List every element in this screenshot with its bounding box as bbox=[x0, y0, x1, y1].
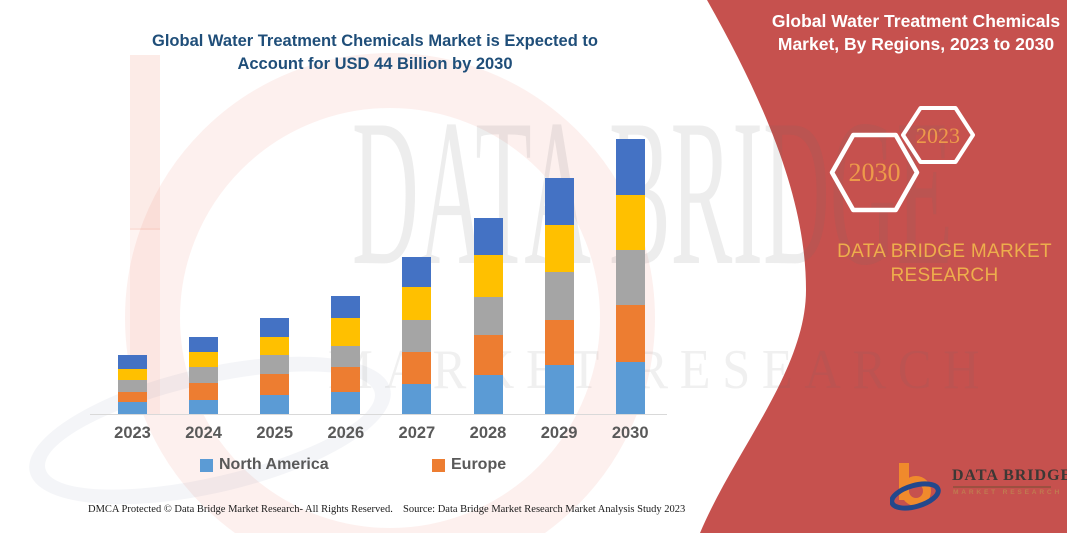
bar-segment-2029-north-america bbox=[544, 364, 574, 414]
bar-segment-2024-north-america bbox=[189, 400, 219, 414]
bar-segment-2023-north-america bbox=[118, 402, 147, 414]
legend-swatch-europe bbox=[432, 458, 445, 472]
bar-segment-2026-unlabeled-region-gray- bbox=[331, 345, 361, 367]
x-axis-label-2023: 2023 bbox=[114, 424, 151, 442]
bar-segment-2028-unlabeled-region-yellow- bbox=[473, 255, 503, 297]
hexagon-2030-outline bbox=[829, 132, 920, 213]
bar-segment-2024-unlabeled-region-dark-blue- bbox=[189, 337, 219, 353]
bar-segment-2024-unlabeled-region-yellow- bbox=[189, 352, 219, 368]
bar-segment-2025-unlabeled-region-gray- bbox=[260, 355, 290, 374]
bar-segment-2027-north-america bbox=[402, 384, 432, 414]
year-hexagons: 2030 2023 bbox=[829, 106, 975, 213]
bar-segment-2025-unlabeled-region-dark-blue- bbox=[260, 317, 290, 337]
legend-swatch-north-america bbox=[200, 458, 213, 472]
bar-segment-2028-unlabeled-region-dark-blue- bbox=[473, 217, 503, 256]
brand-wordmark-line1: DATA BRIDGE MARKET bbox=[837, 241, 1052, 262]
x-axis-label-2027: 2027 bbox=[398, 424, 436, 442]
chart-title-line1: Global Water Treatment Chemicals Market … bbox=[152, 32, 598, 50]
x-axis-label-2030: 2030 bbox=[611, 424, 649, 442]
chart-title: Global Water Treatment Chemicals Market … bbox=[85, 30, 665, 77]
bar-segment-2024-unlabeled-region-gray- bbox=[189, 367, 219, 383]
bar-segment-2025-north-america bbox=[260, 394, 290, 414]
footer-dmca-text: DMCA Protected © Data Bridge Market Rese… bbox=[88, 504, 393, 515]
data-bridge-logo: DATA BRIDGE MARKET RESEARCH bbox=[889, 455, 1067, 515]
logo-divider bbox=[953, 486, 1051, 488]
x-axis-label-2029: 2029 bbox=[540, 424, 578, 442]
bar-segment-2026-unlabeled-region-dark-blue- bbox=[331, 295, 361, 319]
bar-segment-2023-europe bbox=[118, 391, 147, 403]
data-bridge-logo-mark-icon bbox=[889, 463, 941, 511]
bar-segment-2023-unlabeled-region-yellow- bbox=[118, 369, 147, 381]
x-axis-line bbox=[90, 414, 667, 415]
bar-segment-2029-unlabeled-region-yellow- bbox=[544, 225, 574, 272]
bar-segment-2030-unlabeled-region-yellow- bbox=[615, 195, 645, 250]
legend-label-north-america: North America bbox=[219, 456, 329, 473]
hexagon-2023-outline bbox=[901, 106, 975, 164]
chart-title-line2: Account for USD 44 Billion by 2030 bbox=[237, 55, 513, 74]
logo-name: DATA BRIDGE bbox=[952, 467, 1067, 484]
bar-segment-2028-europe bbox=[473, 335, 503, 376]
brand-wordmark-line2: RESEARCH bbox=[890, 264, 999, 286]
side-panel-heading-line1: Global Water Treatment Chemicals bbox=[771, 11, 1061, 31]
logo-b-stem bbox=[899, 463, 909, 500]
bar-segment-2028-north-america bbox=[473, 375, 503, 414]
bar-segment-2027-europe bbox=[402, 351, 432, 384]
bar-segment-2030-unlabeled-region-dark-blue- bbox=[615, 139, 645, 196]
bar-segment-2029-unlabeled-region-gray- bbox=[544, 271, 574, 320]
bar-segment-2025-europe bbox=[260, 374, 290, 395]
bar-segment-2027-unlabeled-region-yellow- bbox=[402, 287, 432, 321]
x-axis-label-2026: 2026 bbox=[327, 424, 365, 442]
x-axis-label-2028: 2028 bbox=[469, 424, 507, 442]
bar-segment-2030-north-america bbox=[615, 362, 645, 414]
side-panel-heading-line2: Market, By Regions, 2023 to 2030 bbox=[777, 34, 1055, 55]
logo-swoosh bbox=[889, 481, 941, 511]
bar-segment-2027-unlabeled-region-dark-blue- bbox=[402, 256, 432, 288]
bar-segment-2026-europe bbox=[331, 366, 361, 393]
legend-item-north-america: North America bbox=[200, 456, 329, 474]
hexagon-2030-label: 2030 bbox=[849, 158, 901, 187]
x-axis-label-2024: 2024 bbox=[185, 424, 222, 442]
hexagon-2023-label: 2023 bbox=[916, 123, 960, 148]
side-panel-shape-path bbox=[700, 0, 1067, 533]
bar-segment-2029-unlabeled-region-dark-blue- bbox=[544, 177, 574, 226]
x-axis-label-2025: 2025 bbox=[256, 424, 294, 442]
legend-item-europe: Europe bbox=[432, 456, 506, 474]
bar-segment-2029-europe bbox=[544, 319, 574, 365]
bar-segment-2024-europe bbox=[189, 382, 219, 401]
bar-segment-2023-unlabeled-region-dark-blue- bbox=[118, 355, 147, 369]
logo-tagline: MARKET RESEARCH bbox=[953, 489, 1063, 496]
bar-segment-2026-north-america bbox=[331, 392, 361, 414]
bar-segment-2027-unlabeled-region-gray- bbox=[402, 320, 432, 352]
footer-source-text: Source: Data Bridge Market Research Mark… bbox=[403, 504, 686, 515]
bar-segment-2023-unlabeled-region-gray- bbox=[118, 380, 147, 392]
bar-segment-2025-unlabeled-region-yellow- bbox=[260, 336, 290, 356]
side-panel-heading: Global Water Treatment Chemicals Market,… bbox=[770, 10, 1062, 56]
bar-segment-2030-europe bbox=[615, 305, 645, 363]
brand-wordmark: DATA BRIDGE MARKET RESEARCH bbox=[822, 240, 1067, 288]
bar-segment-2028-unlabeled-region-gray- bbox=[473, 296, 503, 336]
bar-segment-2030-unlabeled-region-gray- bbox=[615, 249, 645, 306]
bar-segment-2026-unlabeled-region-yellow- bbox=[331, 318, 361, 346]
legend-label-europe: Europe bbox=[451, 456, 507, 473]
